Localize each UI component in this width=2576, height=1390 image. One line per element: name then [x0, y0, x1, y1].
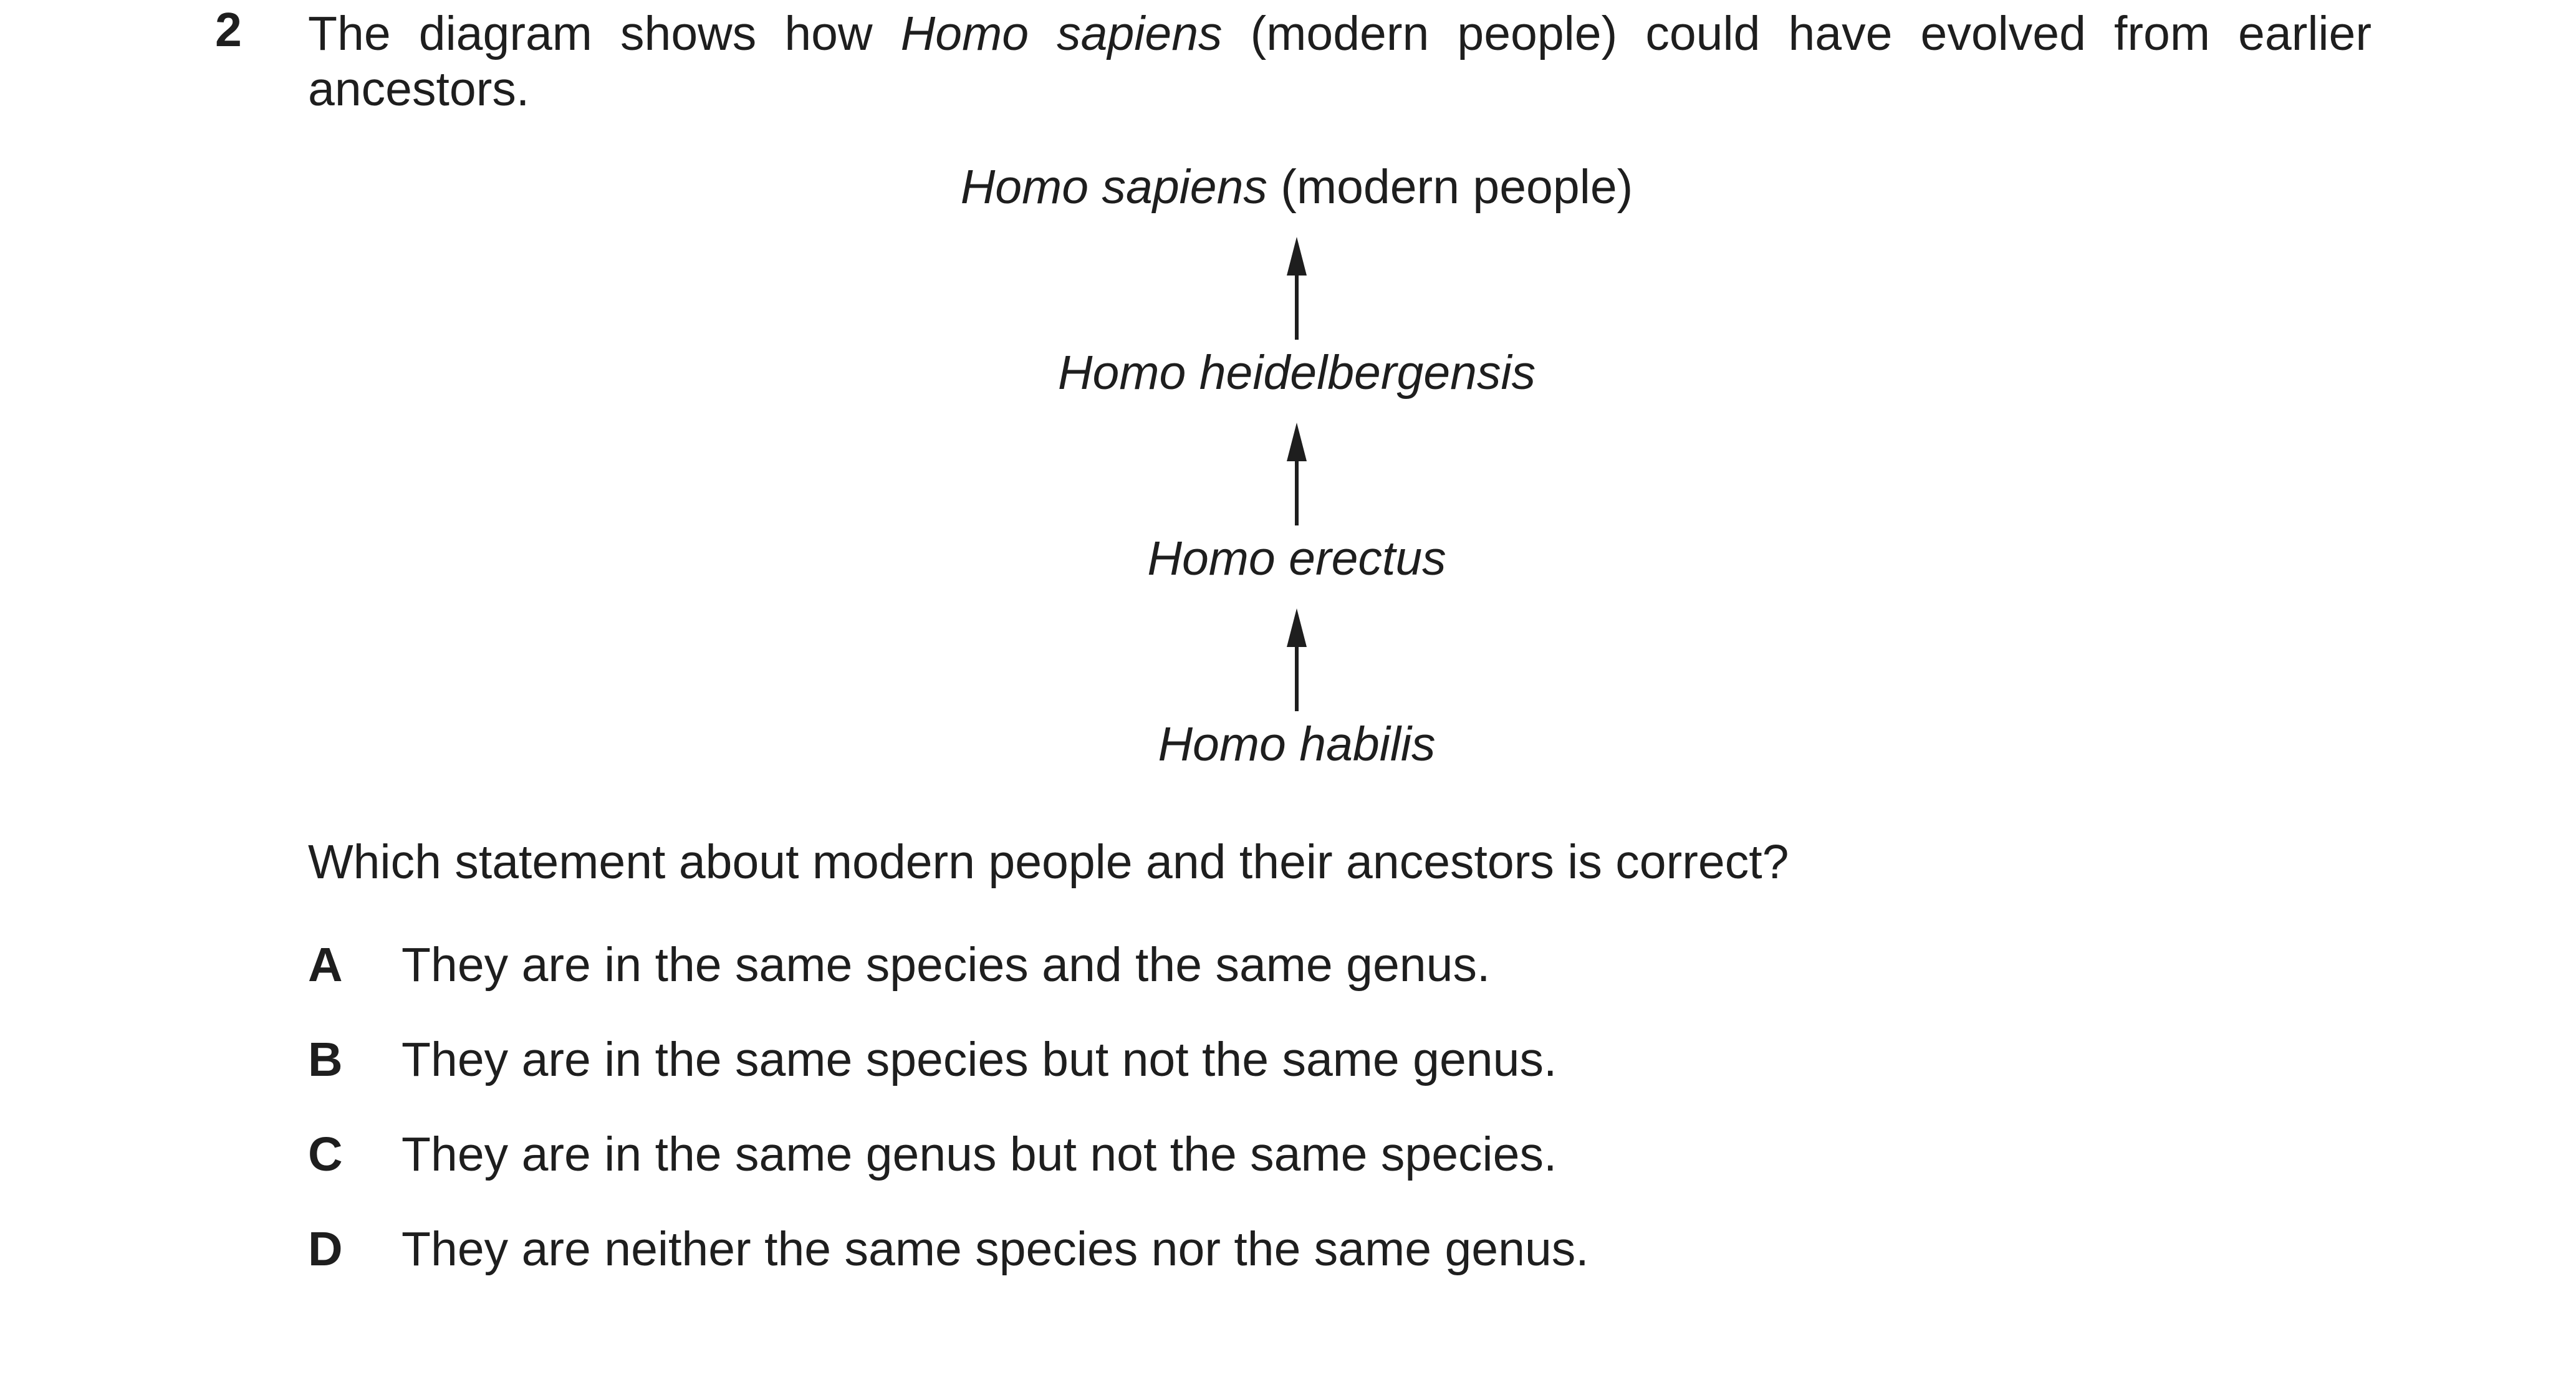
option-text: They are in the same species and the sam… — [401, 938, 1491, 992]
option-letter: D — [308, 1222, 343, 1276]
evolution-diagram: Homo sapiens (modern people) Homo heidel… — [960, 163, 1633, 787]
intro-text-end: (modern people) could have evolved from … — [308, 7, 2372, 116]
arrow-up-icon — [1287, 608, 1307, 711]
option-letter: A — [308, 938, 343, 992]
diagram-node-homo-habilis: Homo habilis — [960, 721, 1633, 769]
answer-option-b[interactable]: B They are in the same species but not th… — [308, 1036, 1557, 1084]
node-species-name: Homo habilis — [1158, 717, 1436, 771]
answer-option-a[interactable]: A They are in the same species and the sa… — [308, 941, 1490, 989]
node-species-name: Homo heidelbergensis — [1057, 346, 1536, 400]
intro-species-name: Homo sapiens — [900, 7, 1223, 60]
intro-text-start: The diagram shows how — [308, 7, 901, 60]
diagram-node-homo-sapiens: Homo sapiens (modern people) — [960, 163, 1633, 211]
answer-option-d[interactable]: D They are neither the same species nor t… — [308, 1225, 1589, 1273]
diagram-node-homo-erectus: Homo erectus — [960, 535, 1633, 583]
arrow-up-icon — [1287, 237, 1307, 340]
option-letter: B — [308, 1033, 343, 1086]
node-suffix: (modern people) — [1267, 160, 1633, 214]
question-number: 2 — [215, 3, 242, 57]
option-text: They are in the same species but not the… — [401, 1033, 1557, 1086]
option-letter: C — [308, 1128, 343, 1181]
option-text: They are neither the same species nor th… — [401, 1222, 1589, 1276]
node-species-name: Homo erectus — [1147, 532, 1446, 585]
question-intro: The diagram shows how Homo sapiens (mode… — [308, 6, 2372, 117]
question-prompt: Which statement about modern people and … — [308, 835, 1789, 889]
option-text: They are in the same genus but not the s… — [401, 1128, 1557, 1181]
diagram-node-homo-heidelbergensis: Homo heidelbergensis — [960, 349, 1633, 397]
arrow-up-icon — [1287, 423, 1307, 525]
node-species-name: Homo sapiens — [960, 160, 1267, 214]
answer-option-c[interactable]: C They are in the same genus but not the … — [308, 1131, 1557, 1179]
